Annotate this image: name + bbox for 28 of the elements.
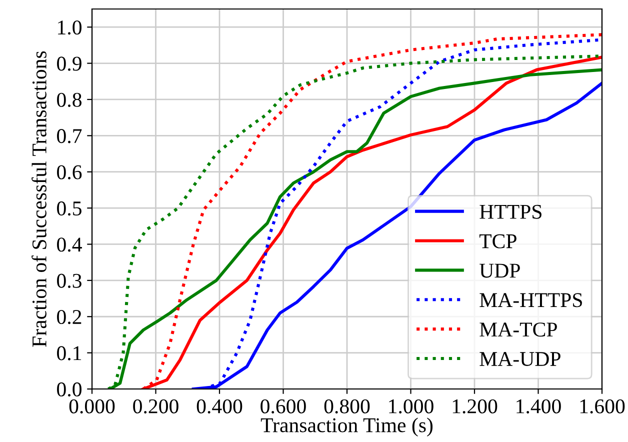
y-tick-label: 0.6 (57, 165, 82, 180)
y-tick-label: 0.5 (57, 201, 82, 216)
x-tick-label: 1.000 (389, 399, 434, 414)
y-tick-label: 0.2 (57, 310, 82, 324)
x-tick-label: 0.000 (69, 399, 115, 414)
x-tick-label: 1.400 (516, 399, 561, 414)
y-tick-label: 0.0 (57, 382, 82, 397)
y-tick-label: 1.0 (58, 20, 82, 35)
y-tick-label: 0.1 (57, 346, 82, 360)
legend-label: MA-HTTPS (480, 293, 582, 308)
x-tick-label: 0.200 (133, 399, 178, 414)
legend-label: MA-TCP (480, 322, 557, 337)
y-axis-title: Fraction of Successful Transactions (32, 51, 46, 347)
x-axis-title: Transaction Time (s) (260, 418, 433, 437)
x-tick-label: 0.400 (196, 399, 242, 414)
x-tick-label: 0.600 (260, 399, 306, 414)
legend-label: TCP (479, 234, 516, 248)
legend-label: HTTPS (480, 204, 542, 219)
x-tick-label: 1.200 (452, 399, 498, 414)
y-tick-label: 0.8 (57, 92, 82, 107)
legend-label: MA-UDP (480, 352, 560, 366)
legend-label: UDP (480, 264, 520, 278)
x-tick-label: 1.600 (580, 399, 625, 414)
y-tick-label: 0.7 (57, 129, 82, 144)
x-tick-label: 0.800 (324, 399, 370, 414)
y-tick-label: 0.4 (57, 238, 82, 252)
y-tick-label: 0.9 (57, 56, 82, 71)
y-tick-label: 0.3 (57, 274, 82, 288)
